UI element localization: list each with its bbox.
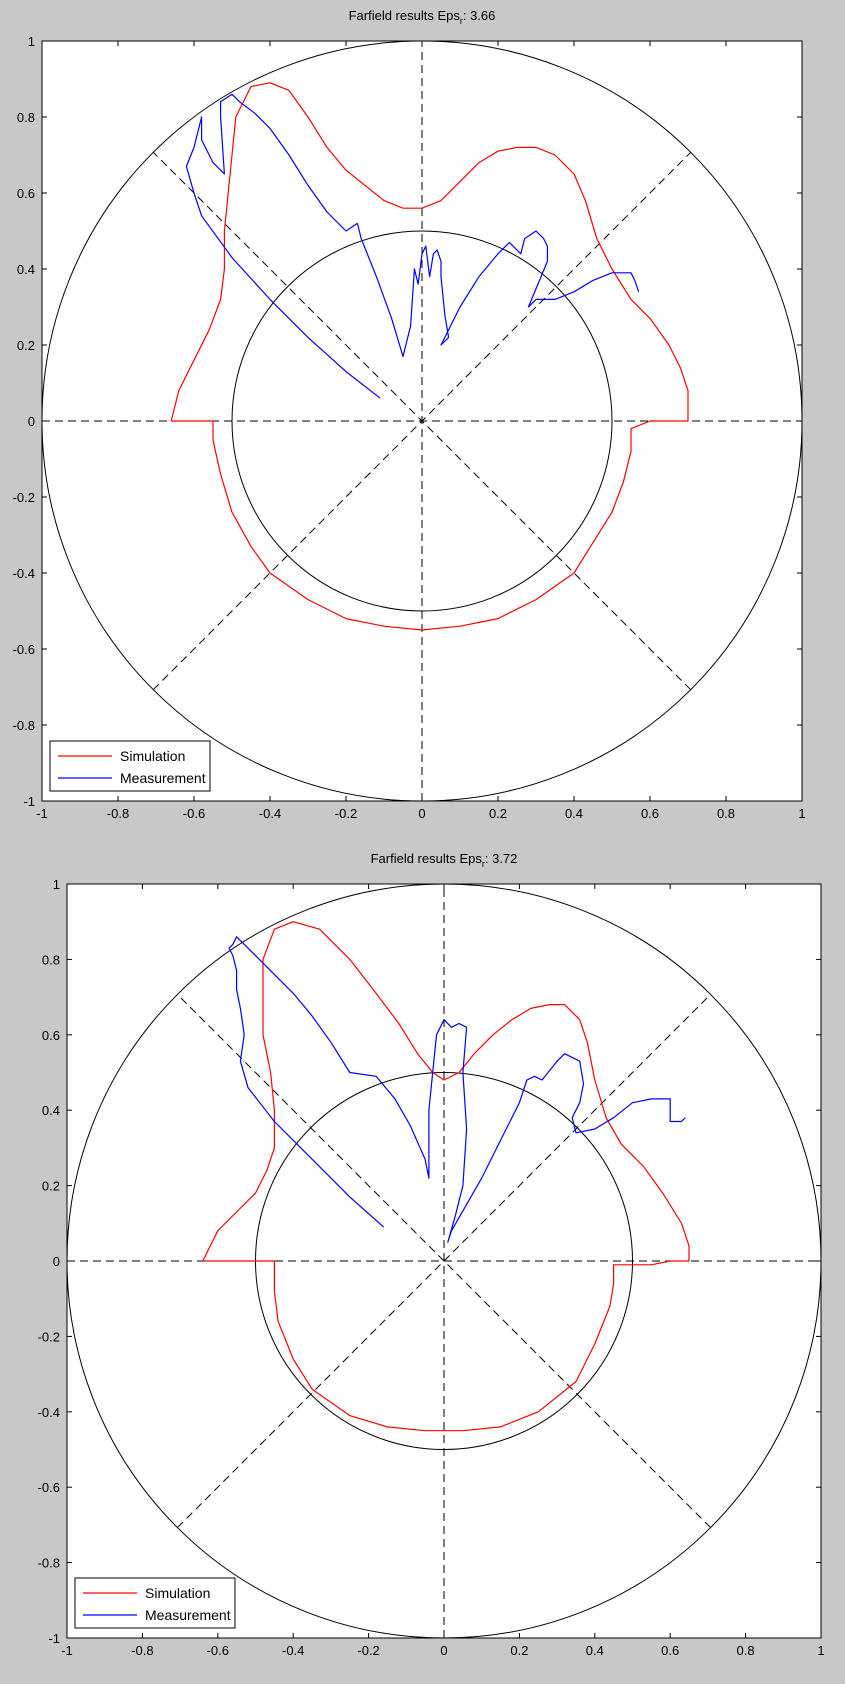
y-tick-label: 0 (28, 414, 35, 429)
x-tick-label: -0.8 (107, 806, 129, 821)
x-tick-label: -0.6 (207, 1643, 229, 1658)
x-tick-label: -0.2 (357, 1643, 379, 1658)
y-tick-label: 0.8 (17, 110, 35, 125)
y-tick-label: 0.8 (42, 952, 60, 967)
series-line-measurement (185, 93, 640, 399)
legend-box (49, 740, 211, 792)
x-tick-label: 0 (418, 806, 425, 821)
chart-title-subscript: r (482, 859, 485, 869)
chart-title: Farfield results Epsr: 3.72 (371, 851, 518, 869)
y-tick-label: 0.6 (17, 186, 35, 201)
y-tick-label: 0 (53, 1254, 60, 1269)
legend-label-simulation: Simulation (120, 748, 185, 764)
x-tick-label: 0 (440, 1643, 447, 1658)
chart-title-suffix: : 3.66 (463, 8, 496, 23)
x-tick-label: 0.8 (717, 806, 735, 821)
grid-spoke-3 (152, 151, 692, 691)
chart-title-suffix: : 3.72 (485, 851, 518, 866)
y-tick-label: 0.2 (17, 338, 35, 353)
polar-plot-bottom: Farfield results Epsr: 3.72 -1 -0.8 -0.6 -0.… (38, 851, 825, 1658)
y-tick-label: 1 (53, 877, 60, 892)
series-line-measurement (228, 936, 686, 1243)
y-tick-label: 0.4 (17, 262, 35, 277)
y-tick-label: -1 (23, 794, 35, 809)
chart-title: Farfield results Epsr: 3.66 (349, 8, 496, 26)
polar-plot-top: Farfield results Epsr: 3.66 -1 -0.8 -0.6 -0.… (13, 8, 806, 821)
y-tick-label: -1 (48, 1631, 60, 1646)
y-tick-label: -0.6 (13, 642, 35, 657)
x-tick-label: -0.8 (131, 1643, 153, 1658)
x-tick-label: -1 (36, 806, 48, 821)
x-tick-label: 1 (817, 1643, 824, 1658)
y-tick-label: 1 (28, 34, 35, 49)
x-tick-label: 0.4 (565, 806, 583, 821)
y-tick-label: -0.8 (38, 1556, 60, 1571)
chart-title-subscript: r (460, 16, 463, 26)
chart-title-prefix: Farfield results Eps (349, 8, 461, 23)
y-tick-label: -0.2 (38, 1329, 60, 1344)
x-tick-label: 0.2 (489, 806, 507, 821)
y-tick-label: 0.6 (42, 1028, 60, 1043)
x-tick-label: 0.8 (737, 1643, 755, 1658)
x-tick-label: 0.6 (661, 1643, 679, 1658)
x-tick-label: -0.4 (259, 806, 281, 821)
x-tick-label: -0.4 (282, 1643, 304, 1658)
series-line-simulation (202, 921, 690, 1432)
legend-box (74, 1577, 236, 1629)
legend-label-measurement: Measurement (120, 770, 206, 786)
x-tick-label: 1 (798, 806, 805, 821)
legend-label-measurement: Measurement (145, 1607, 231, 1623)
x-tick-label: 0.2 (510, 1643, 528, 1658)
x-tick-label: -0.2 (335, 806, 357, 821)
legend-label-simulation: Simulation (145, 1585, 210, 1601)
x-tick-label: 0.6 (641, 806, 659, 821)
y-tick-label: -0.2 (13, 490, 35, 505)
y-tick-label: -0.6 (38, 1480, 60, 1495)
series-line-simulation (170, 82, 689, 631)
x-tick-label: -0.6 (183, 806, 205, 821)
grid-spoke-3 (177, 994, 711, 1528)
y-tick-label: -0.8 (13, 718, 35, 733)
y-tick-label: 0.2 (42, 1179, 60, 1194)
chart-title-prefix: Farfield results Eps (371, 851, 483, 866)
y-tick-label: -0.4 (38, 1405, 60, 1420)
x-tick-label: 0.4 (586, 1643, 604, 1658)
y-tick-label: 0.4 (42, 1103, 60, 1118)
y-tick-label: -0.4 (13, 566, 35, 581)
x-tick-label: -1 (61, 1643, 73, 1658)
